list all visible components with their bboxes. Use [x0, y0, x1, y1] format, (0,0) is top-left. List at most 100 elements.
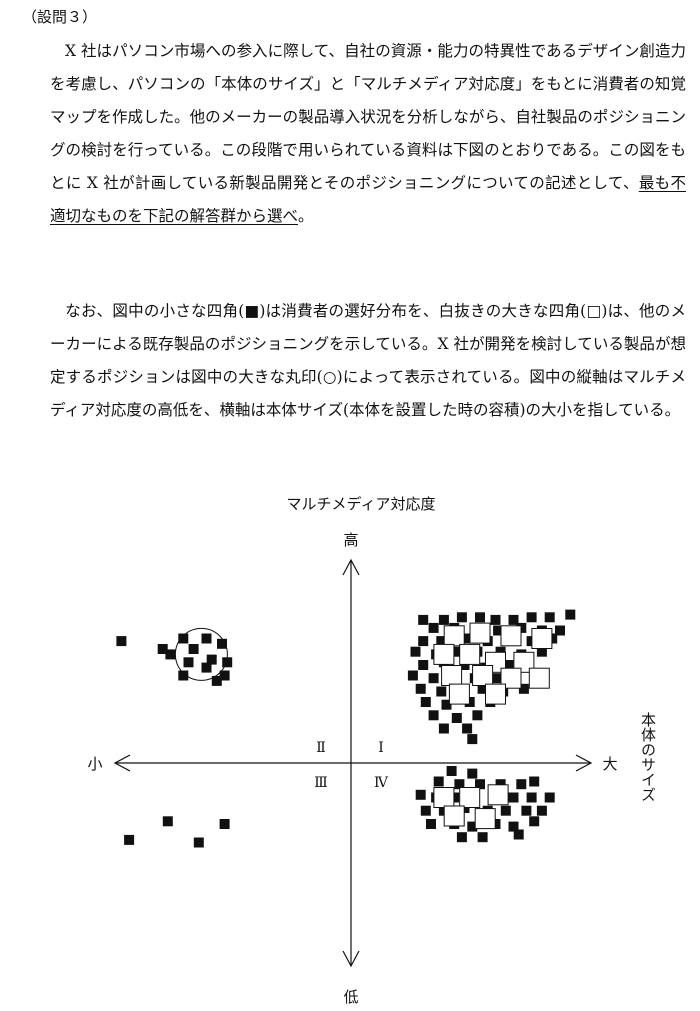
consumer-preference-square	[459, 660, 470, 670]
horizontal-axis-small-label: 小	[87, 755, 102, 773]
consumer-preference-square	[508, 821, 519, 832]
quadrant-label-4: Ⅳ	[374, 775, 389, 791]
consumer-preference-square	[529, 816, 540, 827]
existing-product-square	[459, 643, 481, 665]
existing-product-square	[474, 808, 496, 830]
consumer-preference-square	[503, 660, 514, 670]
planned-product-position	[174, 627, 228, 681]
consumer-preference-square	[495, 779, 506, 790]
paragraph-1-text: X 社はパソコン市場への参入に際して、自社の資源・能力の特異性であるデザイン創造…	[50, 42, 686, 192]
existing-product-square	[459, 787, 481, 808]
horizontal-axis-large-label: 大	[602, 755, 617, 773]
existing-product-square	[531, 628, 553, 649]
consumer-preference-square	[495, 646, 506, 657]
quadrant-label-3: Ⅲ	[314, 775, 328, 791]
existing-product-square	[500, 625, 522, 647]
existing-product-square	[443, 805, 465, 827]
consumer-preference-square	[544, 612, 555, 623]
planned-product-circle	[174, 627, 228, 681]
existing-product-square	[469, 622, 491, 644]
consumer-preference-square	[418, 660, 429, 670]
consumer-preference-square	[428, 673, 439, 684]
consumer-preference-square	[188, 644, 199, 654]
existing-product-square	[441, 665, 463, 686]
consumer-preference-square	[165, 649, 176, 660]
question-paragraph-1: X 社はパソコン市場への参入に際して、自社の資源・能力の特異性であるデザイン創造…	[50, 35, 686, 233]
consumer-preference-square	[493, 625, 504, 636]
consumer-preference-square	[490, 673, 501, 684]
existing-product-square	[472, 665, 494, 686]
consumer-preference-square	[178, 633, 189, 644]
existing-product-square	[513, 651, 535, 673]
existing-product-square	[500, 667, 522, 689]
consumer-preference-square	[526, 612, 537, 623]
consumer-preference-square	[178, 670, 189, 681]
consumer-preference-square	[222, 657, 233, 668]
consumer-preference-square	[565, 609, 576, 620]
consumer-preference-square	[206, 654, 217, 665]
consumer-preference-square	[518, 683, 529, 694]
consumer-preference-square	[467, 768, 478, 779]
question-paragraph-2: なお、図中の小さな四角(■)は消費者の選好分布を、白抜きの大きな四角(□)は、他…	[50, 295, 686, 427]
consumer-preference-square	[467, 821, 478, 832]
consumer-preference-square	[211, 675, 222, 686]
existing-product-points	[433, 622, 553, 830]
vertical-axis-title: マルチメディア対応度	[287, 495, 436, 513]
consumer-preference-square	[418, 614, 429, 625]
consumer-preference-square	[116, 636, 127, 647]
consumer-preference-square	[217, 638, 227, 649]
consumer-preference-square	[441, 699, 452, 710]
paragraph-1-end: 。	[298, 207, 314, 225]
paragraph-1-underlined-instruction: 最も不適切なものを下記の解答群から選べ	[50, 174, 686, 225]
vertical-axis-arrow-up	[342, 558, 360, 576]
consumer-preference-square	[454, 779, 465, 790]
consumer-preference-square	[420, 805, 431, 816]
consumer-preference-square	[162, 816, 173, 827]
consumer-preference-square	[475, 612, 485, 623]
existing-product-square	[528, 667, 550, 689]
quadrant-label-2: Ⅱ	[316, 740, 326, 756]
consumer-preference-square	[428, 710, 439, 721]
consumer-preference-square	[438, 614, 449, 625]
horizontal-axis-title: 本体のサイズ	[639, 712, 657, 802]
consumer-preference-square	[529, 776, 540, 787]
existing-product-square	[448, 683, 470, 705]
consumer-preference-square	[193, 837, 204, 848]
consumer-preference-square	[456, 832, 467, 843]
consumer-preference-square	[544, 792, 555, 803]
consumer-preference-square	[472, 710, 483, 721]
consumer-preference-square	[555, 625, 565, 636]
consumer-preference-square	[415, 683, 426, 694]
consumer-preference-square	[436, 636, 447, 647]
quadrant-label-1: Ⅰ	[378, 740, 384, 756]
paragraph-2-text: なお、図中の小さな四角(■)は消費者の選好分布を、白抜きの大きな四角(□)は、他…	[50, 302, 686, 419]
consumer-preference-square	[407, 670, 418, 681]
horizontal-axis-arrow-right	[575, 754, 593, 772]
consumer-preference-square	[462, 723, 473, 734]
axes	[113, 558, 593, 968]
question-label: （設問３）	[22, 8, 98, 26]
consumer-preference-square	[536, 646, 547, 657]
consumer-preference-square	[420, 697, 431, 707]
existing-product-square	[433, 643, 455, 665]
vertical-axis-arrow-down	[342, 950, 360, 968]
existing-product-square	[485, 683, 506, 705]
vertical-axis-low-label: 低	[343, 988, 358, 1006]
consumer-preference-square	[451, 713, 462, 723]
consumer-preference-square	[436, 686, 447, 697]
consumer-preference-square	[477, 832, 488, 843]
consumer-preference-square	[157, 644, 168, 654]
consumer-preference-square	[536, 805, 547, 816]
consumer-preference-square	[219, 670, 230, 681]
consumer-preference-square	[490, 614, 501, 625]
consumer-preference-square	[183, 657, 194, 668]
consumer-preference-square	[428, 622, 439, 633]
consumer-preference-square	[456, 612, 467, 623]
consumer-preference-square	[500, 805, 511, 816]
consumer-preference-square	[415, 789, 426, 800]
existing-product-square	[487, 784, 509, 806]
consumer-preference-square	[508, 792, 519, 803]
consumer-preference-square	[516, 779, 527, 790]
consumer-preference-square	[521, 805, 532, 816]
consumer-preference-square	[426, 819, 436, 829]
